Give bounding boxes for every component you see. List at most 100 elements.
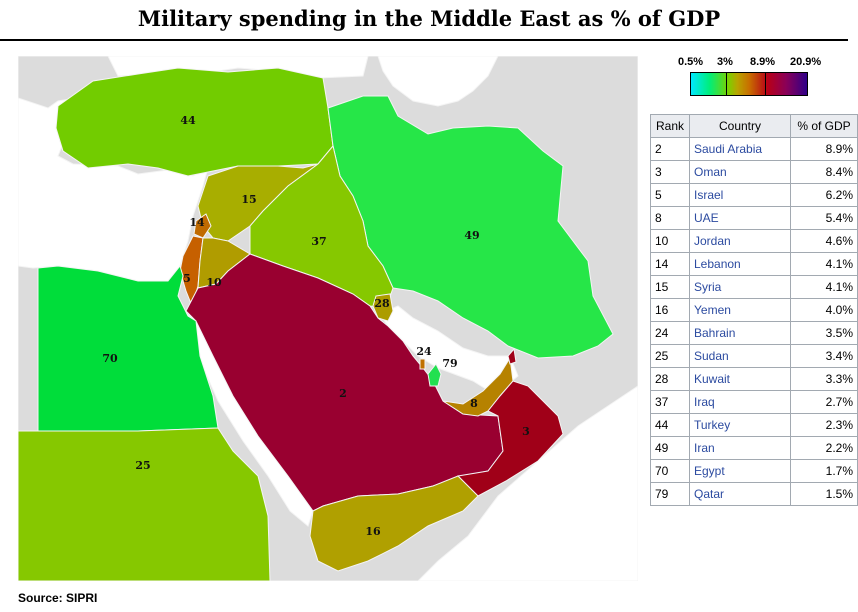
yemen-rank-label: 16 (365, 525, 381, 538)
table-row: 79 Qatar 1.5% (650, 482, 858, 506)
ranking-table: Rank Country % of GDP 2 Saudi Arabia 8.9% 3… (650, 114, 858, 506)
rank-cell: 15 (650, 275, 690, 299)
pct-cell: 8.4% (790, 160, 858, 184)
table-row: 24 Bahrain 3.5% (650, 321, 858, 345)
table-row: 5 Israel 6.2% (650, 183, 858, 207)
country-link[interactable]: Qatar (689, 482, 791, 506)
bahrain-rank-label: 24 (416, 345, 432, 358)
rank-cell: 79 (650, 482, 690, 506)
rank-cell: 10 (650, 229, 690, 253)
pct-cell: 6.2% (790, 183, 858, 207)
table-row: 15 Syria 4.1% (650, 275, 858, 299)
israel-rank-label: 5 (183, 272, 191, 285)
sudan-region (18, 427, 271, 581)
rank-cell: 28 (650, 367, 690, 391)
rank-cell: 49 (650, 436, 690, 460)
pct-cell: 4.1% (790, 252, 858, 276)
iran-rank-label: 49 (464, 229, 479, 242)
qatar-region (427, 363, 442, 387)
caspian-sea (377, 56, 499, 107)
country-link[interactable]: Iran (689, 436, 791, 460)
egypt-rank-label: 70 (102, 352, 118, 365)
arabian-sea (417, 385, 638, 581)
pct-cell: 1.7% (790, 459, 858, 483)
country-link[interactable]: Bahrain (689, 321, 791, 345)
pct-cell: 2.3% (790, 413, 858, 437)
table-row: 10 Jordan 4.6% (650, 229, 858, 253)
country-link[interactable]: Turkey (689, 413, 791, 437)
saudi-rank-label: 2 (339, 387, 347, 400)
country-link[interactable]: Lebanon (689, 252, 791, 276)
lebanon-rank-label: 14 (189, 216, 205, 229)
country-link[interactable]: Iraq (689, 390, 791, 414)
country-link[interactable]: Yemen (689, 298, 791, 322)
rank-cell: 14 (650, 252, 690, 276)
pct-cell: 2.2% (790, 436, 858, 460)
legend-tick-label: 0.5% (678, 56, 704, 68)
table-body: 2 Saudi Arabia 8.9% 3 Oman 8.4% 5 Israel 6.2% 8 UA… (650, 137, 858, 506)
country-link[interactable]: Sudan (689, 344, 791, 368)
pct-cell: 8.9% (790, 137, 858, 161)
legend-tick-mark (726, 72, 727, 96)
legend-tick-label: 3% (717, 56, 733, 68)
rank-cell: 25 (650, 344, 690, 368)
pct-cell: 4.6% (790, 229, 858, 253)
country-column-header: Country (689, 114, 791, 138)
rank-column-header: Rank (650, 114, 690, 138)
rank-cell: 70 (650, 459, 690, 483)
table-row: 3 Oman 8.4% (650, 160, 858, 184)
table-header-row: Rank Country % of GDP (650, 114, 858, 138)
table-row: 70 Egypt 1.7% (650, 459, 858, 483)
country-link[interactable]: Kuwait (689, 367, 791, 391)
syria-rank-label: 15 (241, 193, 256, 206)
country-link[interactable]: Syria (689, 275, 791, 299)
pct-cell: 5.4% (790, 206, 858, 230)
bahrain-region (419, 358, 426, 370)
country-link[interactable]: Saudi Arabia (689, 137, 791, 161)
rank-cell: 24 (650, 321, 690, 345)
table-row: 14 Lebanon 4.1% (650, 252, 858, 276)
middle-east-map: 44 49 15 37 14 5 10 28 70 25 2 24 79 8 3… (18, 56, 638, 581)
map-title: Military spending in the Middle East as … (137, 6, 721, 31)
yemen-region (309, 475, 479, 572)
pct-cell: 3.4% (790, 344, 858, 368)
country-link[interactable]: Egypt (689, 459, 791, 483)
turkey-region (55, 67, 334, 177)
table-row: 2 Saudi Arabia 8.9% (650, 137, 858, 161)
legend-color-bar (690, 72, 808, 96)
rank-cell: 16 (650, 298, 690, 322)
kuwait-rank-label: 28 (374, 297, 390, 310)
country-link[interactable]: Israel (689, 183, 791, 207)
legend-tick-label: 8.9% (750, 56, 776, 68)
sudan-rank-label: 25 (135, 459, 150, 472)
pct-cell: 4.0% (790, 298, 858, 322)
rank-cell: 5 (650, 183, 690, 207)
turkey-rank-label: 44 (180, 114, 196, 127)
rank-cell: 8 (650, 206, 690, 230)
oman-region (456, 380, 564, 497)
color-legend: 0.5% 3% 8.9% 20.9% (672, 56, 832, 106)
uae-rank-label: 8 (470, 397, 478, 410)
legend-tick-mark (765, 72, 766, 96)
table-row: 44 Turkey 2.3% (650, 413, 858, 437)
table-row: 25 Sudan 3.4% (650, 344, 858, 368)
table-row: 28 Kuwait 3.3% (650, 367, 858, 391)
qatar-rank-label: 79 (442, 357, 457, 370)
jordan-rank-label: 10 (206, 276, 222, 289)
rank-cell: 3 (650, 160, 690, 184)
table-row: 37 Iraq 2.7% (650, 390, 858, 414)
table-row: 49 Iran 2.2% (650, 436, 858, 460)
pct-cell: 2.7% (790, 390, 858, 414)
country-link[interactable]: Jordan (689, 229, 791, 253)
pct-cell: 3.3% (790, 367, 858, 391)
pct-cell: 1.5% (790, 482, 858, 506)
country-link[interactable]: UAE (689, 206, 791, 230)
rank-cell: 44 (650, 413, 690, 437)
oman-musandam-region (507, 347, 517, 365)
iraq-rank-label: 37 (311, 235, 326, 248)
title-divider (0, 39, 848, 41)
kuwait-region (372, 293, 394, 322)
oman-rank-label: 3 (522, 425, 530, 438)
table-row: 8 UAE 5.4% (650, 206, 858, 230)
country-link[interactable]: Oman (689, 160, 791, 184)
